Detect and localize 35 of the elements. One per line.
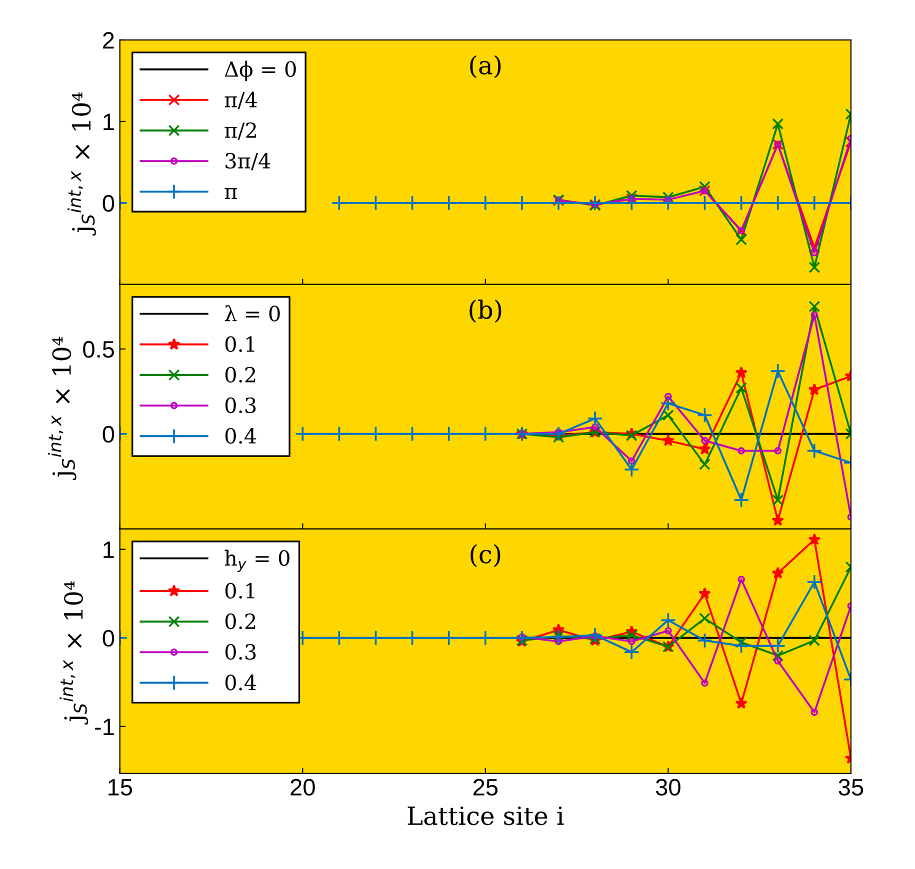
legend-label: 0.1: [225, 336, 254, 352]
x-tick-label: 20: [290, 778, 315, 796]
legend-label: h$_{y}$ = 0: [224, 550, 290, 572]
y-axis-title: j$_{S}$$^{int,x}$ × 10⁴: [68, 92, 96, 236]
legend-label: 0.3: [225, 397, 256, 414]
y-tick-label: 0: [102, 630, 114, 647]
x-axis-title: Lattice site i: [408, 806, 564, 826]
legend-label: π/4: [224, 92, 257, 110]
legend-label: 3π/4: [226, 152, 270, 170]
legend-label: π: [224, 188, 237, 199]
y-tick-label: 0: [102, 426, 114, 443]
x-tick-label: 25: [473, 778, 498, 796]
legend-label: 0.4: [225, 428, 256, 444]
legend-label: 0.2: [225, 366, 256, 383]
annotation: (c): [470, 544, 500, 568]
y-tick-label: 1: [104, 542, 114, 558]
annotation: (a): [470, 55, 501, 78]
y-tick-label: 1: [104, 114, 114, 130]
legend-label: 0.4: [225, 674, 256, 690]
x-tick-label: 30: [656, 778, 680, 796]
y-tick-label: 2: [103, 32, 114, 49]
y-tick-label: -1: [95, 718, 114, 736]
legend-label: 0.1: [225, 582, 254, 599]
y-tick-label: 0: [102, 195, 114, 212]
legend-label: π/2: [224, 122, 256, 140]
y-tick-label: 0.5: [83, 341, 114, 358]
legend-label: 0.3: [225, 644, 256, 660]
y-axis-title: j$_{S}$$^{int,x}$ × 10⁴: [60, 581, 88, 724]
annotation: (b): [470, 300, 502, 323]
x-tick-label: 15: [108, 779, 132, 796]
y-axis-title: j$_{S}$$^{int,x}$ × 10⁴: [48, 336, 76, 480]
legend-label: λ = 0: [224, 305, 280, 322]
legend-label: Δϕ = 0: [224, 60, 296, 81]
legend-label: 0.2: [225, 613, 256, 630]
x-tick-label: 35: [838, 778, 864, 796]
